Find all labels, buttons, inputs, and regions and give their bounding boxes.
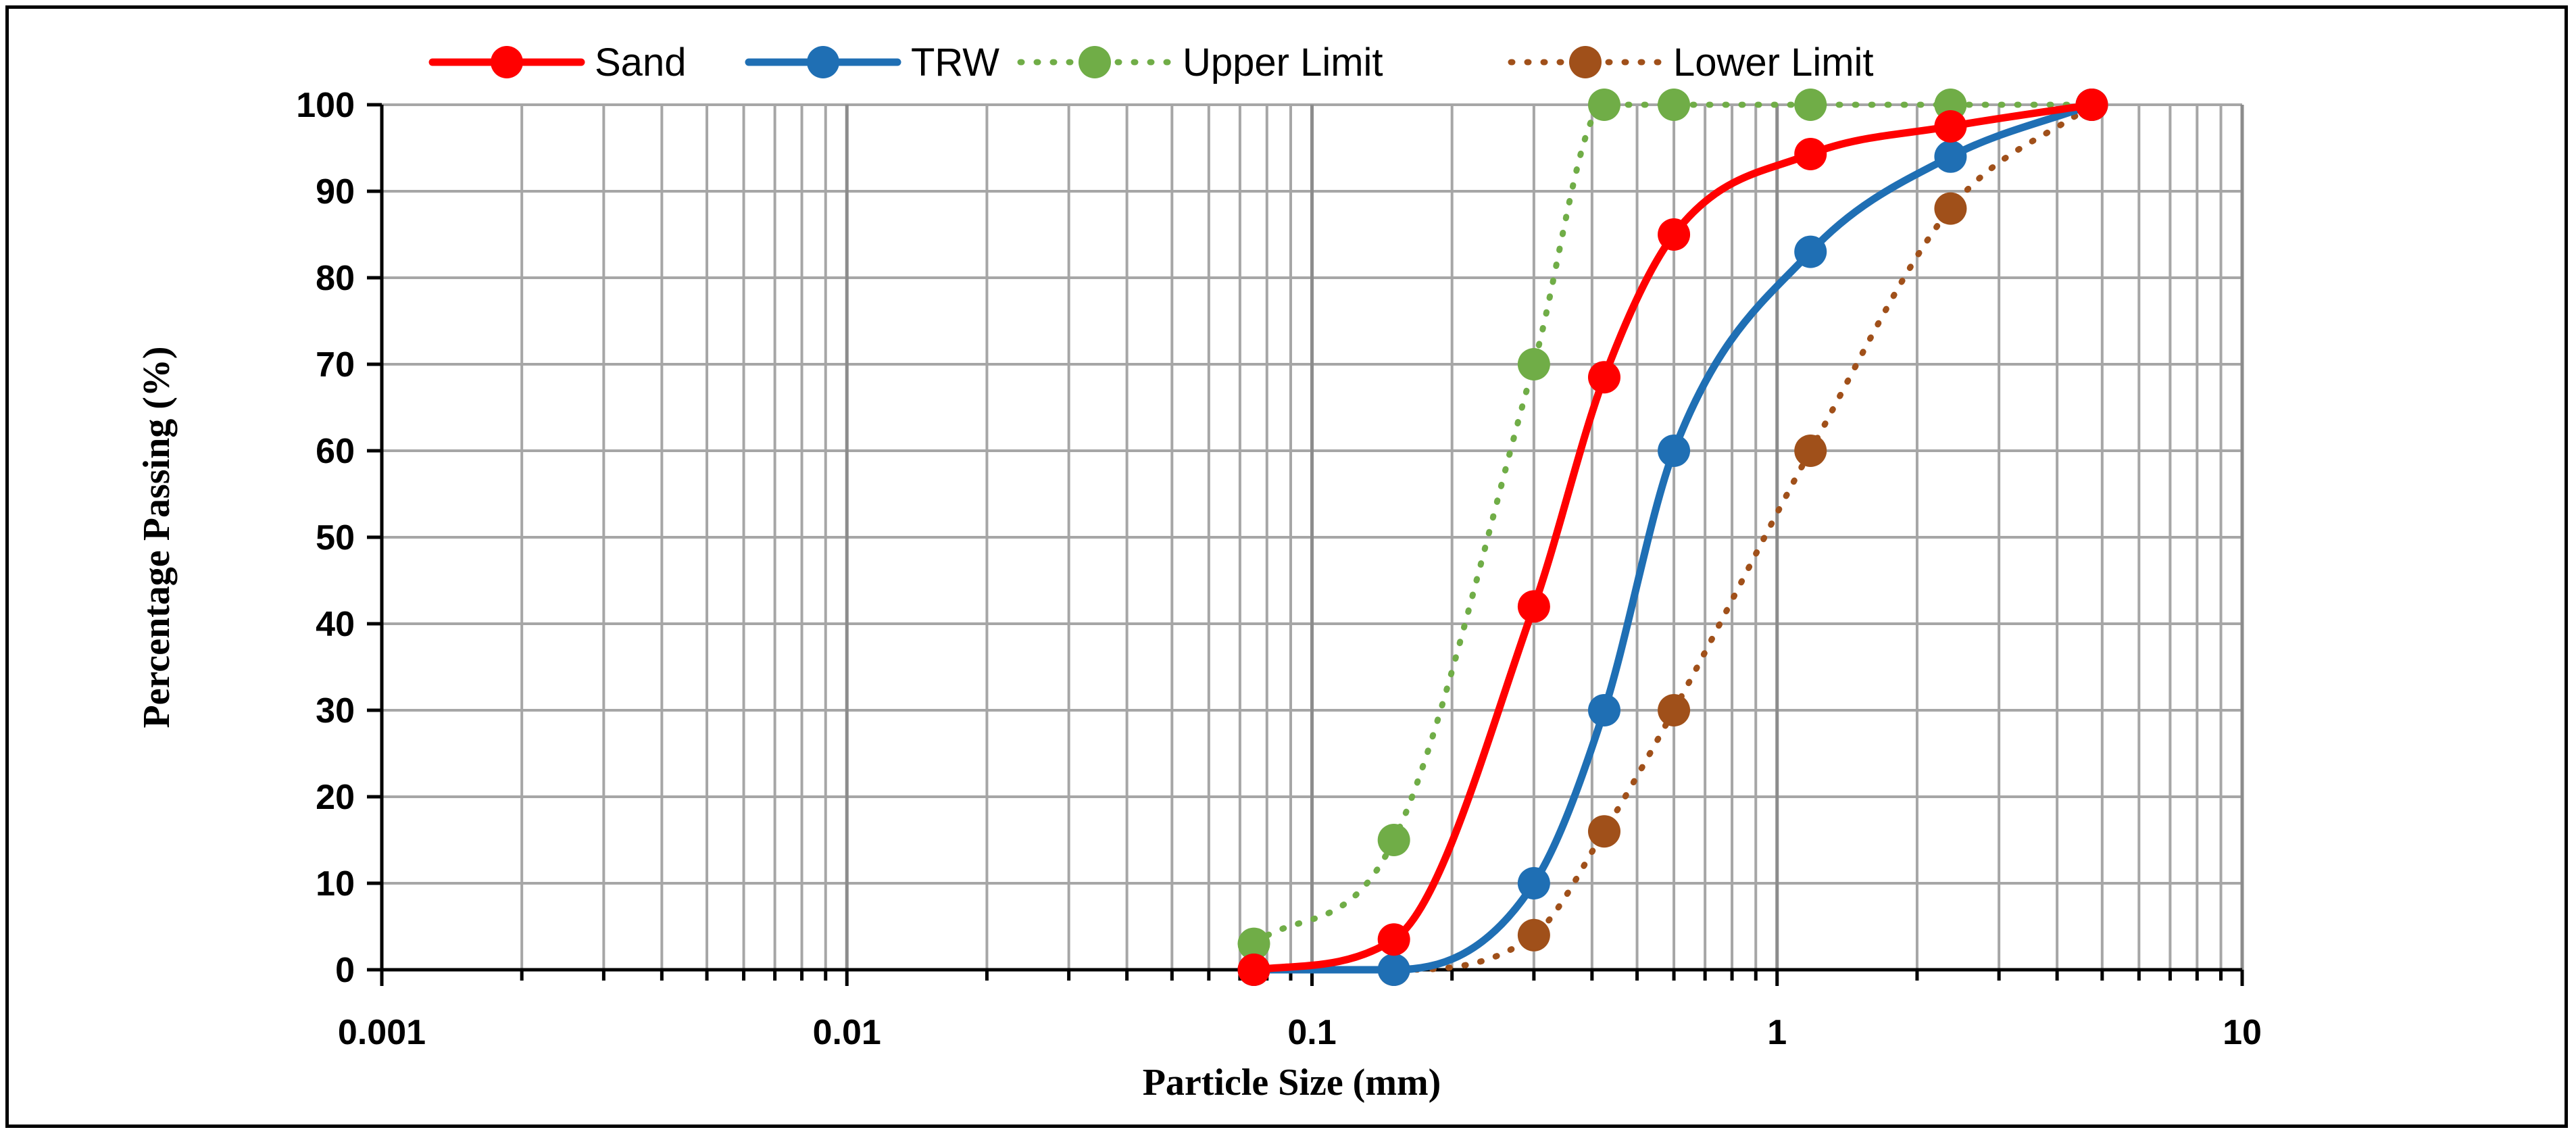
data-point-upper-limit (1587, 89, 1620, 121)
legend-item-trw: TRW (745, 41, 999, 84)
series-upper-limit (1237, 89, 2108, 960)
x-axis-title: Particle Size (mm) (1143, 1062, 1441, 1104)
x-tick-label: 0.001 (338, 1013, 426, 1052)
y-tick-label: 0 (335, 951, 355, 990)
x-tick-label: 0.01 (813, 1013, 881, 1052)
y-tick-label: 90 (316, 172, 355, 212)
y-tick-label: 60 (316, 432, 355, 471)
data-point-lower-limit (1934, 192, 1967, 225)
data-point-trw (1794, 235, 1827, 268)
data-point-sand (1237, 954, 1270, 986)
x-tick-label: 1 (1767, 1013, 1787, 1052)
legend-item-upper-limit: Upper Limit (1017, 41, 1383, 84)
data-point-lower-limit (1794, 435, 1827, 467)
y-tick-label: 50 (316, 518, 355, 558)
legend-item-lower-limit: Lower Limit (1508, 41, 1874, 84)
data-point-lower-limit (1517, 918, 1550, 952)
legend-marker-lower-limit (1569, 46, 1602, 78)
y-tick-label: 70 (316, 345, 355, 385)
data-point-upper-limit (1794, 89, 1827, 121)
data-point-trw (1517, 867, 1550, 899)
data-point-lower-limit (1587, 815, 1620, 848)
data-point-upper-limit (1377, 824, 1410, 856)
data-point-sand (1934, 110, 1967, 143)
data-point-sand (1517, 590, 1550, 623)
y-tick-label: 40 (316, 605, 355, 644)
data-point-sand (1377, 923, 1410, 956)
data-point-sand (1587, 361, 1620, 394)
legend-label-sand: Sand (595, 41, 686, 84)
legend-label-upper-limit: Upper Limit (1183, 41, 1383, 84)
data-point-upper-limit (1517, 348, 1550, 380)
legend-label-lower-limit: Lower Limit (1673, 41, 1874, 84)
y-tick-label: 100 (296, 86, 355, 125)
series-group (1237, 89, 2108, 986)
legend-item-sand: Sand (428, 41, 686, 84)
y-tick-label: 10 (316, 864, 355, 904)
data-point-upper-limit (1658, 89, 1691, 121)
data-point-trw (1658, 435, 1691, 467)
data-point-sand (1658, 218, 1691, 251)
legend-marker-sand (491, 46, 523, 78)
data-point-sand (1794, 137, 1827, 170)
series-line-trw (1250, 101, 2096, 974)
tick-labels: 0 10 20 30 40 50 60 70 80 90 100 0.001 0.01 0.1 1 10 (296, 86, 2262, 1052)
y-tick-label: 30 (316, 691, 355, 731)
legend-label-trw: TRW (911, 41, 999, 84)
grid-lines (382, 103, 2244, 970)
legend-marker-trw (807, 46, 839, 78)
axes (367, 103, 2244, 986)
y-axis-title: Percentage Passing (%) (136, 346, 178, 728)
series-line-sand (1250, 101, 2096, 974)
legend: Sand TRW Upper Limit Lower Limit (428, 41, 1874, 84)
data-point-upper-limit (1237, 927, 1270, 960)
data-point-lower-limit (1658, 694, 1691, 726)
series-sand (1237, 89, 2108, 986)
data-point-trw (1934, 140, 1967, 173)
x-tick-label: 0.1 (1287, 1013, 1336, 1052)
data-point-trw (1587, 694, 1620, 726)
data-point-trw (1377, 954, 1410, 986)
x-tick-label: 10 (2223, 1013, 2262, 1052)
y-tick-label: 20 (316, 778, 355, 817)
legend-marker-upper-limit (1079, 46, 1111, 78)
data-point-sand (2075, 89, 2108, 121)
y-tick-label: 80 (316, 259, 355, 298)
